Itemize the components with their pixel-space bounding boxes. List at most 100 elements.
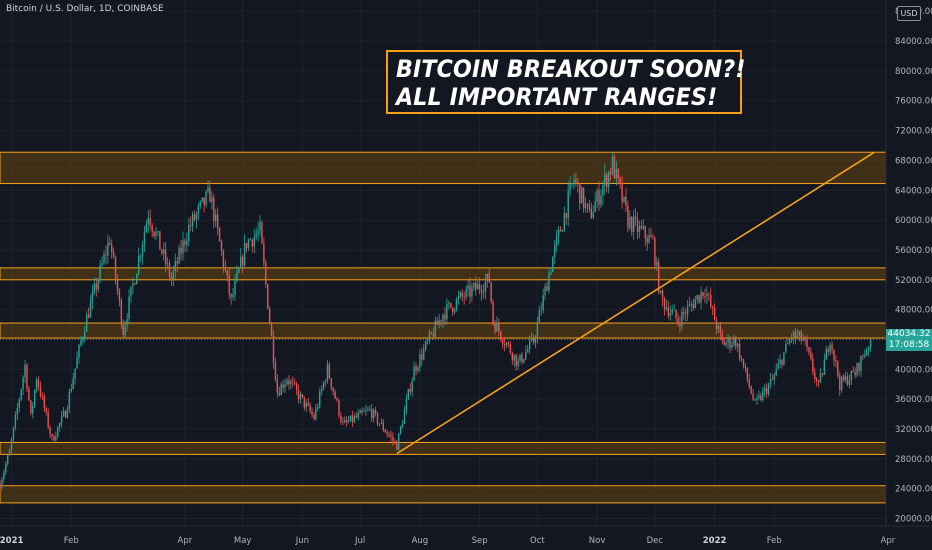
currency-badge[interactable]: USD [897, 6, 921, 21]
candle-up [93, 283, 96, 292]
candle-down [721, 332, 723, 341]
candle-down [288, 380, 290, 385]
candle-down [134, 283, 136, 285]
candle-up [57, 426, 59, 437]
candle-up [326, 364, 329, 382]
candle-up [372, 409, 375, 419]
candle-up [417, 367, 419, 371]
candle-down [384, 429, 386, 433]
candle-up [403, 410, 406, 425]
candle-up [864, 354, 866, 357]
candle-up [725, 342, 727, 346]
candle-up [848, 380, 851, 385]
candle-down [827, 349, 829, 353]
candle-down [808, 347, 810, 353]
candle-up [455, 299, 458, 310]
candle-up [172, 271, 175, 280]
range-zones [0, 151, 887, 504]
symbol-title[interactable]: Bitcoin / U.S. Dollar, 1D, COINBASE [6, 4, 164, 14]
candle-down [744, 365, 747, 368]
candle-down [47, 411, 49, 428]
candle-down [679, 323, 681, 327]
candle-up [5, 464, 7, 473]
candle-down [151, 225, 153, 232]
candle-up [24, 364, 26, 378]
candle-down [111, 244, 113, 252]
candle-down [332, 387, 334, 392]
candle-down [180, 247, 182, 254]
candle-down [345, 420, 348, 422]
candle-up [696, 295, 698, 300]
time-tick-label: Apr [881, 536, 896, 546]
candle-up [777, 363, 779, 370]
candle-down [265, 262, 267, 284]
price-tick-label: 60000.00 [895, 216, 932, 226]
candle-up [762, 391, 764, 400]
candle-up [78, 345, 80, 358]
candle-up [137, 256, 140, 275]
candle-down [267, 283, 269, 309]
candle-up [155, 232, 157, 236]
candle-down [297, 389, 300, 400]
price-axis[interactable]: 20000.00 24000.00 28000.00 32000.00 36000.00… [885, 0, 932, 550]
candle-up [211, 197, 213, 203]
candle-up [253, 236, 255, 247]
price-tick-label: 56000.00 [895, 246, 932, 256]
candle-up [785, 343, 787, 353]
candle-up [484, 281, 487, 292]
candle-up [22, 377, 24, 390]
candle-down [729, 337, 731, 348]
candle-up [819, 373, 822, 383]
candle-up [424, 341, 427, 349]
candle-down [105, 254, 107, 256]
candle-down [738, 343, 741, 359]
candle-down [842, 376, 845, 381]
candle-up [681, 311, 683, 327]
candle-up [247, 239, 250, 249]
candle-down [723, 340, 725, 346]
candle-up [357, 413, 359, 418]
candle-down [814, 371, 816, 379]
candle-down [342, 421, 344, 423]
candle-down [355, 416, 358, 418]
candle-down [303, 396, 306, 408]
time-axis[interactable]: 2021 Feb Apr May Jun Jul Aug Sep Oct Nov Dec 2022 Fe… [0, 525, 932, 550]
candle-down [521, 354, 523, 363]
range-zone [0, 151, 887, 185]
candle-down [503, 343, 506, 346]
candle-down [224, 267, 227, 271]
candle-down [336, 398, 338, 401]
candle-down [451, 307, 454, 312]
candle-down [704, 296, 706, 297]
time-tick-label: May [234, 536, 252, 546]
candle-up [1, 479, 3, 488]
candle-up [686, 306, 689, 315]
candle-down [301, 394, 304, 397]
candle-down [650, 235, 652, 238]
candle-down [804, 338, 806, 340]
candle-up [731, 345, 733, 348]
time-tick-label: Jun [295, 536, 309, 546]
candle-up [55, 436, 57, 441]
candle-down [43, 396, 45, 409]
candle-down [852, 370, 854, 373]
candle-up [688, 303, 691, 307]
candle-up [367, 409, 369, 411]
candle-up [365, 410, 367, 412]
candle-up [411, 380, 413, 393]
candle-up [124, 325, 126, 336]
candle-down [760, 395, 762, 400]
candle-down [51, 434, 53, 437]
candle-down [858, 363, 860, 372]
candle-down [740, 358, 743, 360]
candle-down [684, 313, 687, 315]
candle-up [20, 389, 22, 400]
candle-up [141, 244, 144, 256]
candle-up [792, 331, 795, 338]
candle-down [95, 283, 98, 290]
candle-down [559, 229, 562, 232]
candle-down [270, 322, 273, 337]
candle-up [10, 439, 13, 451]
candle-up [33, 390, 36, 406]
